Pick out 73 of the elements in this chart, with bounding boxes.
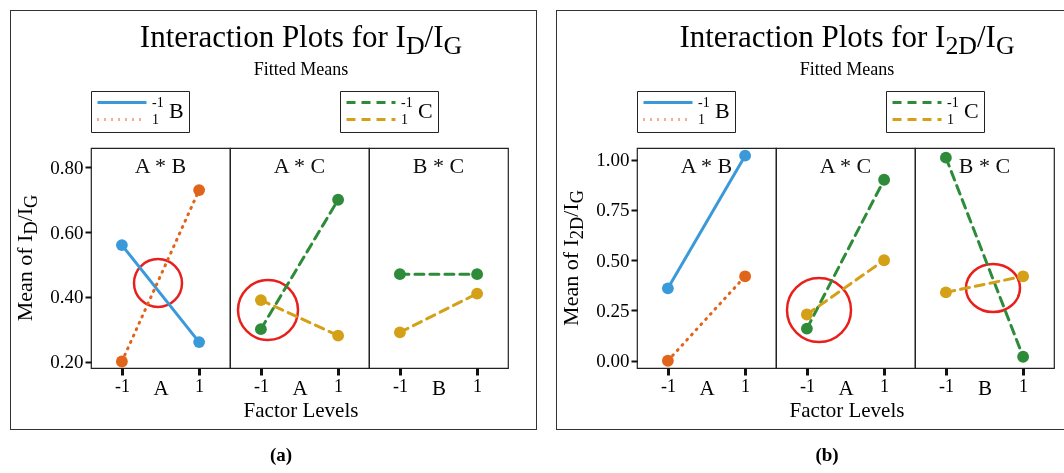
x-tick-label: -1	[660, 375, 676, 396]
legend-label: 1	[947, 111, 954, 127]
point	[878, 254, 891, 267]
x-tick-label: 1	[1019, 375, 1029, 396]
legend-title: B	[715, 98, 730, 123]
text: Fitted Means	[799, 59, 895, 80]
y-tick-label: 0.00	[596, 350, 630, 372]
legend-label: 1	[698, 111, 705, 127]
point	[1017, 270, 1030, 283]
y-tick-label: 0.80	[50, 156, 84, 178]
y-tick-label: 0.60	[50, 221, 84, 243]
point	[878, 173, 891, 186]
y-tick-label: 0.50	[596, 249, 630, 271]
chart-title: B * C	[958, 153, 1011, 178]
legend-title: B	[169, 98, 184, 123]
x-tick-label: 1	[741, 375, 751, 396]
y-tick-label: 0.20	[50, 351, 84, 373]
x-tick-label: -1	[114, 375, 130, 396]
point	[193, 184, 206, 196]
point	[332, 193, 345, 206]
x-tick-label: 1	[195, 375, 205, 396]
x-tick-label: -1	[392, 375, 408, 396]
text: Interaction Plots for I$_{2D}$/I$_{G}$	[679, 19, 1015, 61]
point	[739, 270, 752, 283]
y-tick-label: 1.00	[596, 149, 630, 171]
chart-title: A * B	[680, 153, 733, 178]
x-tick-label: 1	[880, 375, 890, 396]
chart-title: A * C	[273, 153, 326, 178]
point	[939, 151, 952, 164]
x-axis-title: A	[699, 375, 716, 400]
x-tick-label: -1	[799, 375, 815, 396]
point	[1017, 350, 1030, 363]
chart-title: A * B	[134, 153, 187, 178]
legend-title: C	[418, 98, 433, 123]
legend-label: -1	[698, 94, 710, 110]
legend-label: -1	[401, 94, 413, 110]
text: Interaction Plots for I$_{D}$/I$_{G}$	[139, 19, 463, 61]
x-axis-title: A	[838, 375, 855, 400]
point	[115, 239, 128, 251]
text: (a)	[269, 444, 293, 466]
y-tick-label: 0.40	[50, 286, 84, 308]
point	[115, 355, 128, 368]
legend-title: C	[964, 98, 979, 123]
text: Factor Levels	[789, 398, 905, 423]
x-tick-label: 1	[473, 375, 483, 396]
x-tick-label: -1	[253, 375, 269, 396]
x-axis-title: A	[153, 375, 170, 400]
y-tick-label: 0.25	[596, 299, 630, 321]
point	[800, 322, 813, 335]
x-axis-title: A	[292, 375, 309, 400]
point	[332, 329, 345, 342]
x-tick-label: -1	[938, 375, 954, 396]
chart-title: B * C	[412, 153, 465, 178]
chart-title: A * C	[819, 153, 872, 178]
point	[254, 323, 267, 336]
point	[254, 294, 267, 306]
legend-label: 1	[401, 111, 408, 127]
y-tick-label: 0.75	[596, 199, 630, 221]
legend-label: -1	[947, 94, 959, 110]
x-axis-title: B	[431, 375, 447, 400]
point	[939, 286, 952, 299]
text: (b)	[815, 444, 839, 466]
text: Factor Levels	[243, 398, 359, 423]
x-axis-title: B	[977, 375, 993, 400]
x-tick-label: 1	[334, 375, 344, 396]
legend-label: 1	[152, 111, 159, 127]
point	[661, 354, 674, 367]
point	[193, 336, 206, 349]
point	[739, 149, 752, 162]
text: Fitted Means	[253, 59, 349, 80]
legend-label: -1	[152, 94, 164, 110]
point	[800, 308, 813, 321]
point	[661, 282, 674, 295]
